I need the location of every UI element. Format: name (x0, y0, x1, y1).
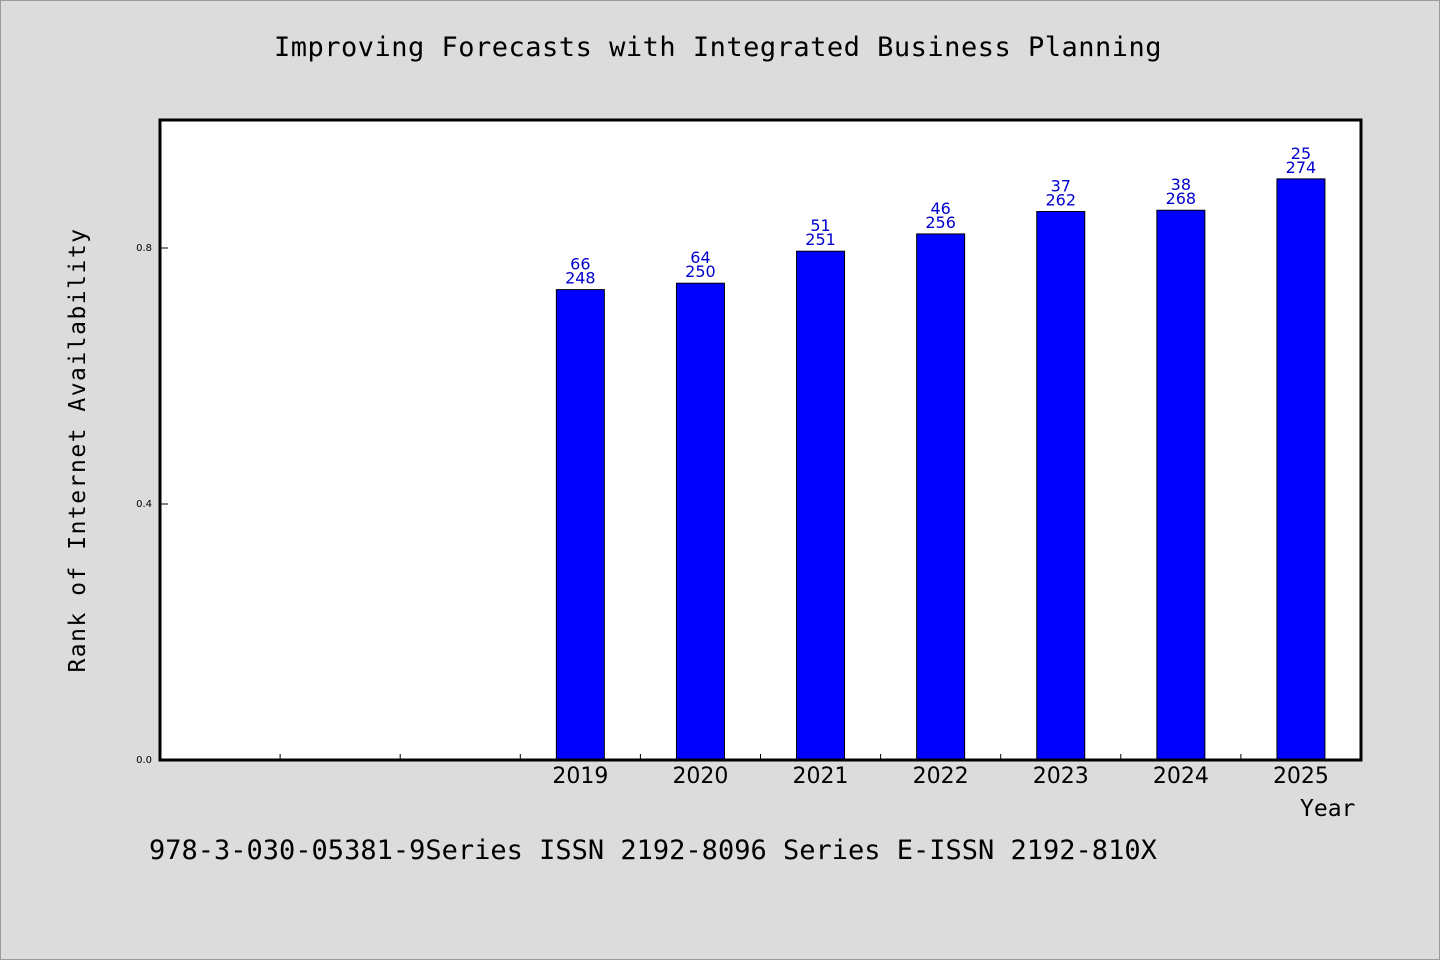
x-tick-label: 2019 (552, 764, 608, 789)
chart-title: Improving Forecasts with Integrated Busi… (273, 32, 1163, 63)
x-tick-label: 2022 (913, 764, 969, 789)
bar (796, 250, 846, 761)
bar-data-label-bottom: 274 (1286, 158, 1317, 177)
bar-data-label-bottom: 268 (1166, 189, 1197, 208)
x-tick-label: 2023 (1033, 764, 1089, 789)
bar (675, 282, 725, 761)
plot-border (158, 118, 1363, 762)
bar-data-label-bottom: 248 (565, 269, 596, 288)
bar-data-label-top: 25 (1291, 144, 1311, 163)
x-tick-label: 2020 (672, 764, 728, 789)
bar-data-label-bottom: 256 (925, 213, 956, 232)
bar-data-label-bottom: 251 (805, 230, 836, 249)
bar-data-label-top: 51 (810, 216, 830, 235)
bar (1036, 211, 1086, 761)
x-tick-label: 2025 (1273, 764, 1329, 789)
bar-data-label-top: 64 (690, 248, 710, 267)
bar (916, 233, 966, 761)
y-tick-label: 0.8 (136, 243, 152, 254)
footer-isbn: 978-3-030-05381-9Series ISSN 2192-8096 S… (149, 835, 1157, 866)
bar (1276, 178, 1326, 761)
bar-data-label-top: 38 (1171, 175, 1191, 194)
bar-data-label-top: 37 (1051, 177, 1071, 196)
bar-data-label-bottom: 262 (1045, 191, 1076, 210)
bar-data-label-bottom: 250 (685, 262, 716, 281)
bar (555, 289, 605, 761)
bar (1156, 209, 1206, 761)
y-tick-label: 0.4 (136, 499, 152, 510)
x-tick-label: 2024 (1153, 764, 1209, 789)
bar-data-label-top: 46 (930, 199, 950, 218)
x-axis-label: Year (1300, 796, 1356, 822)
x-tick-label: 2021 (793, 764, 849, 789)
bar-data-label-top: 66 (570, 255, 590, 274)
y-tick-label: 0.0 (136, 755, 152, 766)
ticks-group: 0.0 0.4 0.8 2019 2020 2021 2022 2023 2024 2025 (136, 243, 1329, 789)
